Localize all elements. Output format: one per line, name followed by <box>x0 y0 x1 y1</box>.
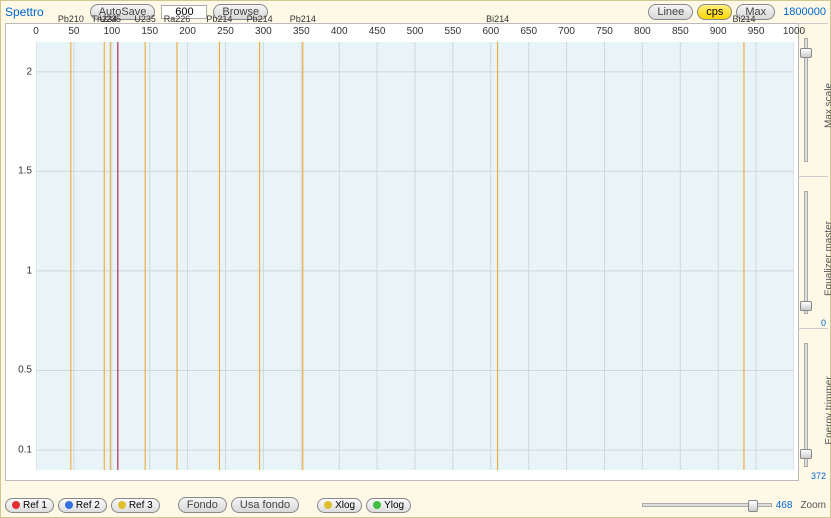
cps-button[interactable]: cps <box>697 4 732 20</box>
max-scale-slider[interactable]: Max scale <box>798 23 828 176</box>
y-axis-labels: 0.10.511.52 <box>8 42 34 470</box>
zoom-label: Zoom <box>800 500 826 511</box>
ref3-dot-icon <box>118 501 126 509</box>
trimmer-slider[interactable]: Energy trimmer 372 <box>798 328 828 481</box>
ref3-button[interactable]: Ref 3 <box>111 498 160 513</box>
ylog-dot-icon <box>373 501 381 509</box>
usa-fondo-button[interactable]: Usa fondo <box>231 497 299 513</box>
app-window: Spettro AutoSave Browse Linee cps Max 18… <box>0 0 831 518</box>
ylog-button[interactable]: Ylog <box>366 498 411 513</box>
equalizer-slider[interactable]: Equalizer master 0 <box>798 176 828 329</box>
trimmer-value: 372 <box>811 471 826 481</box>
max-button[interactable]: Max <box>736 4 775 20</box>
equalizer-value: 0 <box>821 318 826 328</box>
bottom-toolbar: Ref 1 Ref 2 Ref 3 Fondo Usa fondo Xlog Y… <box>1 493 830 517</box>
fondo-button[interactable]: Fondo <box>178 497 227 513</box>
autosave-interval-input[interactable] <box>161 5 207 19</box>
side-sliders: Max scale Equalizer master 0 Energy trim… <box>798 23 828 481</box>
autosave-button[interactable]: AutoSave <box>90 4 156 20</box>
grid-svg <box>36 42 794 470</box>
plot-area: Pb210Th234U235U235Ra226Pb214Pb214Pb214Bi… <box>5 23 799 481</box>
ref1-button[interactable]: Ref 1 <box>5 498 54 513</box>
xlog-button[interactable]: Xlog <box>317 498 362 513</box>
zoom-slider[interactable]: 468 <box>642 500 793 511</box>
top-toolbar: Spettro AutoSave Browse Linee cps Max 18… <box>1 1 830 23</box>
ref1-dot-icon <box>12 501 20 509</box>
trimmer-label: Energy trimmer <box>824 376 831 444</box>
app-title: Spettro <box>5 5 44 19</box>
max-value: 1800000 <box>783 6 826 18</box>
xlog-dot-icon <box>324 501 332 509</box>
max-scale-label: Max scale <box>824 83 831 128</box>
ref2-button[interactable]: Ref 2 <box>58 498 107 513</box>
plot-canvas[interactable] <box>36 42 794 470</box>
zoom-value: 468 <box>776 500 793 511</box>
x-axis-labels: 0501001502002503003504004505005506006507… <box>36 26 794 42</box>
equalizer-label: Equalizer master <box>824 220 831 295</box>
ref2-dot-icon <box>65 501 73 509</box>
linee-button[interactable]: Linee <box>648 4 693 20</box>
browse-button[interactable]: Browse <box>213 4 268 20</box>
